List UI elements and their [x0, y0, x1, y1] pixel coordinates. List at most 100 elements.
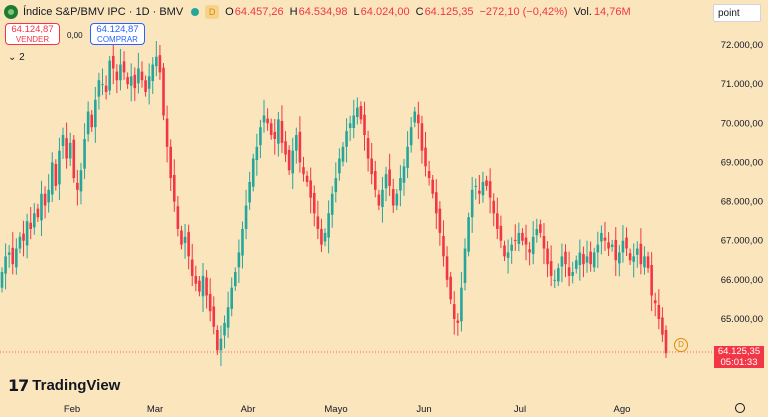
settings-icon[interactable]: [735, 403, 745, 413]
candle: [621, 225, 625, 263]
candle: [11, 232, 15, 275]
open-value: 64.457,26: [234, 6, 284, 18]
candle: [230, 277, 234, 317]
buy-button[interactable]: 64.124,87 COMPRAR: [90, 23, 145, 45]
candle: [338, 148, 341, 181]
candle: [86, 101, 90, 142]
candle: [147, 63, 151, 105]
candle: [406, 131, 409, 179]
candle: [549, 245, 553, 287]
close-label: C: [415, 6, 424, 18]
candle: [22, 220, 25, 257]
candle: [94, 86, 97, 143]
candle: [531, 221, 535, 265]
candle: [589, 241, 592, 272]
candle: [151, 57, 155, 94]
candle: [653, 292, 657, 317]
candle: [632, 243, 635, 278]
candle: [596, 231, 600, 269]
symbol-title[interactable]: Índice S&P/BMV IPC · 1D · BMV: [23, 6, 184, 18]
candle: [255, 133, 259, 176]
candle: [108, 55, 111, 96]
candle: [352, 99, 356, 139]
dividend-marker[interactable]: D: [674, 338, 688, 352]
y-tick-label: 66.000,00: [721, 275, 763, 286]
buy-price: 64.124,87: [96, 24, 139, 35]
candle: [284, 131, 287, 163]
candle: [273, 118, 277, 155]
candle: [391, 178, 395, 213]
candle: [517, 222, 521, 252]
candle: [194, 265, 198, 292]
candle: [47, 174, 50, 213]
candle: [607, 232, 610, 256]
candle: [187, 224, 190, 270]
candle: [553, 269, 557, 289]
candle: [395, 189, 399, 211]
indicators-toggle[interactable]: ⌄ 2: [8, 52, 25, 63]
sell-button[interactable]: 64.124,87 VENDER: [5, 23, 60, 45]
candle: [467, 212, 470, 257]
candle: [180, 225, 183, 250]
tradingview-logo[interactable]: 17 TradingView: [8, 376, 120, 395]
tradingview-icon: 17: [8, 376, 29, 395]
y-tick-label: 68.000,00: [721, 197, 763, 208]
candle: [474, 178, 478, 200]
candle: [0, 267, 4, 293]
candle: [585, 240, 589, 273]
candle: [309, 167, 312, 214]
candle: [162, 63, 165, 121]
candle: [25, 213, 29, 259]
high-label: H: [289, 6, 298, 18]
candle: [223, 315, 226, 349]
candle: [312, 185, 316, 227]
candle: [650, 252, 653, 312]
candle: [219, 325, 223, 366]
x-tick-label: Feb: [64, 404, 80, 415]
candle: [442, 220, 445, 267]
candle: [280, 105, 284, 154]
candles: [0, 41, 668, 366]
candle: [137, 52, 140, 94]
candle: [54, 159, 58, 191]
candle: [7, 245, 11, 268]
candle: [373, 160, 377, 198]
candle: [445, 246, 449, 288]
candle: [212, 296, 216, 335]
market-status-icon: [191, 8, 200, 16]
candle: [241, 221, 244, 269]
candle: [176, 196, 180, 237]
x-tick-label: Abr: [241, 404, 256, 415]
candle: [43, 186, 47, 219]
scale-select[interactable]: point: [713, 4, 761, 22]
sell-price: 64.124,87: [11, 24, 54, 35]
low-label: L: [353, 6, 360, 18]
candle: [503, 240, 506, 262]
candle: [144, 75, 147, 97]
candle: [201, 263, 205, 312]
candle: [79, 162, 83, 205]
candle: [600, 225, 603, 255]
high-value: 64.534,98: [298, 6, 348, 18]
candle: [521, 228, 524, 246]
buy-label: COMPRAR: [97, 35, 138, 44]
candle: [409, 117, 413, 153]
candle: [460, 272, 463, 332]
candle: [244, 189, 248, 240]
candle: [90, 109, 94, 132]
candle: [427, 160, 431, 186]
symbol-logo: [4, 5, 18, 19]
candle: [61, 127, 65, 159]
y-tick-label: 71.000,00: [721, 79, 763, 90]
candle: [399, 165, 402, 207]
candle: [165, 105, 169, 163]
y-tick-label: 72.000,00: [721, 40, 763, 51]
candle: [499, 215, 503, 249]
candle: [40, 180, 43, 237]
candle: [158, 45, 162, 80]
candle: [417, 101, 420, 139]
candle: [546, 241, 549, 278]
candle: [190, 243, 194, 287]
candle: [646, 251, 650, 273]
